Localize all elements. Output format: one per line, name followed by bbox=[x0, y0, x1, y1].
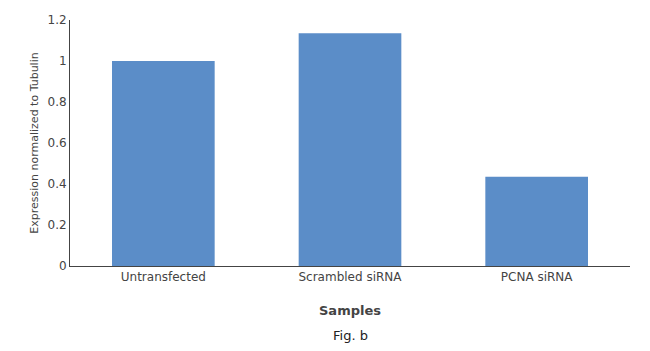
svg-text:Expression normalized to Tubul: Expression normalized to Tubulin bbox=[28, 52, 41, 233]
svg-text:0.4: 0.4 bbox=[48, 177, 67, 191]
svg-text:PCNA siRNA: PCNA siRNA bbox=[501, 270, 574, 284]
svg-text:1.2: 1.2 bbox=[48, 13, 67, 27]
svg-text:0.8: 0.8 bbox=[48, 95, 67, 109]
svg-text:Fig. b: Fig. b bbox=[333, 328, 368, 343]
svg-text:0.6: 0.6 bbox=[48, 136, 67, 150]
svg-text:Scrambled siRNA: Scrambled siRNA bbox=[298, 270, 402, 284]
svg-text:0.2: 0.2 bbox=[48, 218, 67, 232]
svg-text:Samples: Samples bbox=[319, 303, 381, 318]
svg-text:1: 1 bbox=[59, 54, 67, 68]
svg-text:Untransfected: Untransfected bbox=[121, 270, 206, 284]
svg-text:0: 0 bbox=[59, 259, 67, 273]
